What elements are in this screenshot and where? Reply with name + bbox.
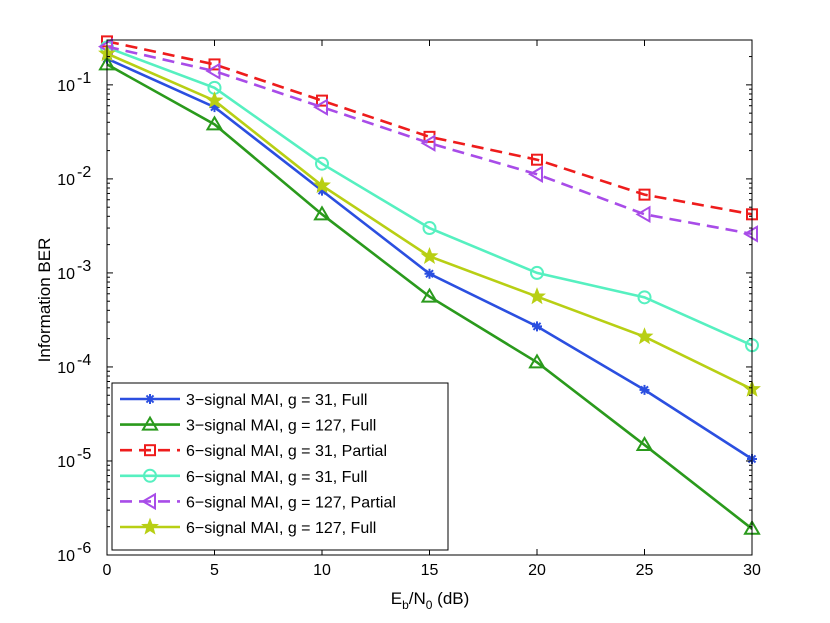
x-tick-label: 0 bbox=[103, 562, 112, 579]
data-point bbox=[639, 384, 650, 395]
series-5 bbox=[98, 37, 758, 243]
data-point bbox=[530, 265, 544, 280]
y-tick-base: 10 bbox=[57, 548, 75, 565]
data-point bbox=[205, 62, 221, 80]
legend-entry[interactable]: 3−signal MAI, g = 127, Full bbox=[120, 415, 376, 435]
x-axis-label-mid: /N bbox=[409, 589, 426, 608]
x-tick-label: 30 bbox=[743, 562, 761, 579]
legend-box bbox=[111, 382, 449, 551]
legend-marker bbox=[145, 394, 155, 404]
legend-marker bbox=[144, 444, 156, 457]
data-point bbox=[313, 176, 331, 194]
data-point bbox=[205, 91, 224, 109]
y-tick-base: 10 bbox=[57, 78, 75, 95]
data-point bbox=[635, 205, 651, 224]
y-tick-label: 10 bbox=[57, 360, 75, 377]
data-point bbox=[638, 188, 651, 201]
data-point bbox=[635, 435, 654, 451]
x-axis-label-tail: (dB) bbox=[432, 589, 469, 608]
legend-entry[interactable]: 6−signal MAI, g = 127, Partial bbox=[120, 492, 396, 511]
legend-entry[interactable]: 6−signal MAI, g = 127, Full bbox=[120, 517, 376, 537]
legend-label: 3−signal MAI, g = 31, Full bbox=[186, 392, 367, 409]
data-point bbox=[528, 165, 543, 184]
y-tick-base: 10 bbox=[57, 454, 75, 471]
x-axis-label-sub1: b bbox=[402, 598, 409, 612]
asterisk-stroke bbox=[640, 385, 649, 395]
y-tick-exponent: -3 bbox=[77, 258, 91, 275]
legend-marker bbox=[141, 415, 159, 431]
legend-label: 6−signal MAI, g = 31, Full bbox=[186, 469, 367, 486]
data-point bbox=[420, 134, 436, 152]
y-tick-label: 10 bbox=[57, 266, 75, 283]
legend-marker bbox=[141, 517, 159, 535]
legend-entry[interactable]: 3−signal MAI, g = 31, Full bbox=[120, 392, 367, 409]
x-tick-label: 10 bbox=[313, 562, 331, 579]
data-point bbox=[424, 268, 435, 279]
y-tick-exponent: -2 bbox=[77, 164, 91, 181]
data-point bbox=[637, 290, 652, 305]
data-point bbox=[315, 156, 329, 171]
y-tick-label: 10 bbox=[57, 454, 75, 471]
data-point bbox=[313, 205, 331, 221]
x-tick-label: 5 bbox=[210, 562, 219, 579]
data-point bbox=[422, 221, 437, 236]
data-point bbox=[743, 225, 758, 243]
legend-label: 6−signal MAI, g = 127, Partial bbox=[186, 494, 396, 511]
x-axis-label-sub2: 0 bbox=[426, 598, 433, 612]
legend-entry[interactable]: 6−signal MAI, g = 31, Full bbox=[120, 468, 367, 486]
legend-marker bbox=[143, 468, 157, 483]
legend[interactable]: 3−signal MAI, g = 31, Full 3−signal MAI, … bbox=[111, 382, 449, 551]
legend-marker bbox=[141, 492, 156, 511]
data-point bbox=[313, 98, 328, 116]
y-tick-exponent: -4 bbox=[77, 352, 91, 369]
legend-label: 3−signal MAI, g = 127, Full bbox=[186, 418, 376, 435]
x-tick-label: 25 bbox=[636, 562, 654, 579]
x-tick-label: 20 bbox=[528, 562, 546, 579]
legend-entry[interactable]: 6−signal MAI, g = 31, Partial bbox=[120, 443, 387, 460]
y-tick-base: 10 bbox=[57, 266, 75, 283]
data-point bbox=[420, 287, 439, 303]
legend-label: 6−signal MAI, g = 127, Full bbox=[186, 520, 376, 537]
y-tick-exponent: -1 bbox=[77, 70, 91, 87]
x-tick-label: 15 bbox=[421, 562, 439, 579]
y-tick-exponent: -6 bbox=[77, 540, 91, 557]
data-point bbox=[635, 327, 654, 345]
series-line bbox=[106, 40, 753, 216]
asterisk-stroke bbox=[532, 322, 542, 331]
asterisk-stroke bbox=[145, 394, 155, 404]
data-point bbox=[528, 353, 546, 369]
data-point bbox=[531, 153, 543, 166]
y-tick-base: 10 bbox=[57, 172, 75, 189]
legend-label: 6−signal MAI, g = 31, Partial bbox=[186, 443, 387, 460]
series-line bbox=[106, 63, 753, 530]
data-point bbox=[532, 321, 542, 332]
x-axis-label: Eb/N0 (dB) bbox=[391, 589, 470, 612]
series-line bbox=[106, 46, 753, 347]
data-point bbox=[528, 287, 546, 305]
data-point bbox=[420, 246, 439, 264]
y-tick-label: 10 bbox=[57, 78, 75, 95]
y-tick-label: 10 bbox=[57, 548, 75, 565]
y-tick-base: 10 bbox=[57, 360, 75, 377]
y-tick-exponent: -5 bbox=[77, 446, 91, 463]
plot-area bbox=[98, 35, 761, 535]
data-point bbox=[205, 115, 224, 131]
asterisk-stroke bbox=[425, 269, 434, 278]
y-tick-label: 10 bbox=[57, 172, 75, 189]
y-axis-label: Information BER bbox=[35, 238, 54, 363]
